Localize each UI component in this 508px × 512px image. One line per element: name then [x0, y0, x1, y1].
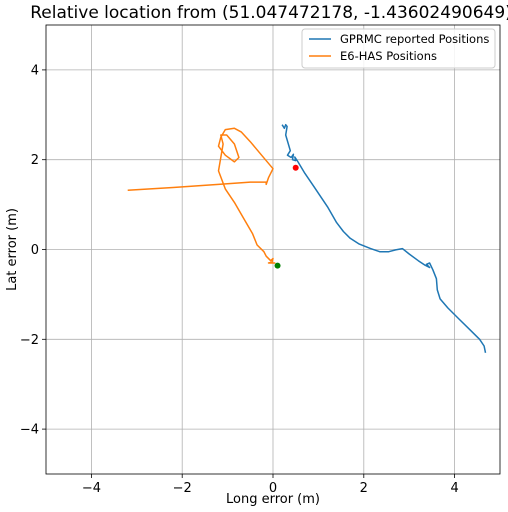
y-tick-label: −2 — [20, 333, 39, 348]
y-tick-label: 0 — [31, 243, 39, 258]
y-axis-ticks: −4 −2 0 2 4 — [20, 63, 46, 438]
legend: GPRMC reported Positions E6-HAS Position… — [301, 28, 496, 69]
x-tick-label: −4 — [82, 481, 101, 496]
x-tick-label: −2 — [173, 481, 192, 496]
x-tick-label: 4 — [450, 481, 458, 496]
y-axis-label: Lat error (m) — [5, 208, 20, 291]
x-axis-ticks: −4 −2 0 2 4 — [82, 474, 459, 496]
legend-label-e6-has: E6-HAS Positions — [340, 49, 437, 63]
legend-box — [301, 28, 496, 69]
y-tick-label: 4 — [31, 63, 39, 78]
legend-label-gprmc: GPRMC reported Positions — [340, 32, 489, 46]
plot-frame — [45, 24, 501, 475]
red-marker — [292, 164, 299, 171]
chart-title: Relative location from (51.047472178, -1… — [30, 3, 508, 23]
green-marker — [274, 262, 281, 269]
point-markers — [274, 164, 299, 269]
x-tick-label: 0 — [269, 481, 277, 496]
e6-has-positions-line — [127, 127, 276, 264]
grid — [46, 25, 500, 474]
series-lines — [127, 123, 487, 353]
x-tick-label: 2 — [360, 481, 368, 496]
x-axis-label: Long error (m) — [226, 492, 320, 507]
gprmc-positions-line — [281, 123, 487, 353]
y-tick-label: −4 — [20, 423, 39, 438]
y-tick-label: 2 — [31, 153, 39, 168]
